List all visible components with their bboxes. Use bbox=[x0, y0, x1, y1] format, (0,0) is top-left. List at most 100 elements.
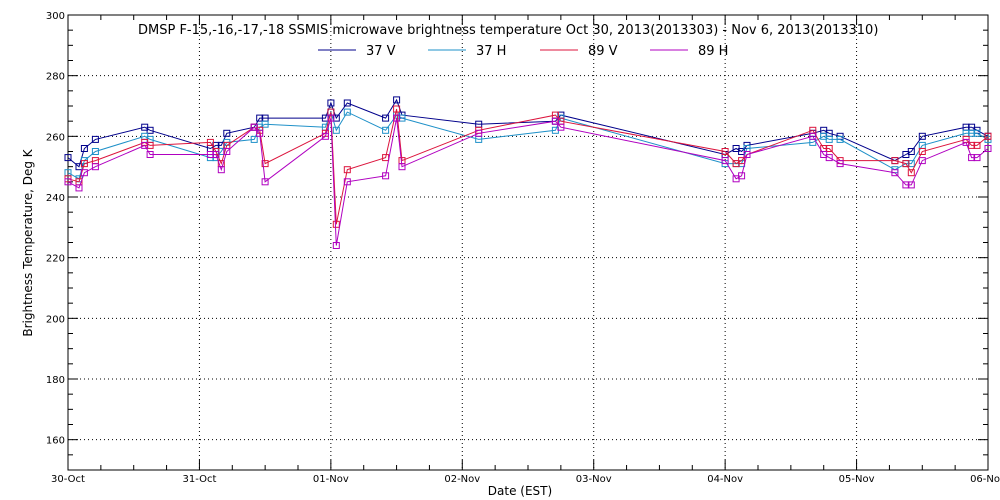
data-point bbox=[907, 160, 915, 168]
data-point bbox=[918, 157, 926, 165]
data-point bbox=[836, 160, 844, 168]
legend-entry: 89 V bbox=[588, 44, 618, 59]
y-axis-label: Brightness Temperature, Deg K bbox=[21, 148, 35, 336]
legend-entry: 37 V bbox=[366, 44, 396, 59]
data-point bbox=[721, 148, 729, 155]
axes: 160 180 200 220 240 260 280 300 30-Oct 31-Oct 01-N… bbox=[46, 11, 1000, 485]
data-point bbox=[80, 145, 88, 152]
data-point bbox=[327, 114, 335, 122]
y-tick-label: 300 bbox=[46, 11, 65, 22]
data-point bbox=[332, 114, 340, 122]
data-point bbox=[398, 163, 406, 171]
data-point bbox=[343, 99, 351, 107]
data-point bbox=[343, 166, 351, 174]
legend: 37 V 37 H 89 V 89 H bbox=[318, 44, 728, 59]
data-point bbox=[343, 108, 351, 116]
x-tick-label: 04-Nov bbox=[707, 474, 743, 485]
data-point bbox=[836, 135, 844, 143]
data-point bbox=[146, 126, 154, 134]
y-tick-label: 220 bbox=[46, 254, 65, 265]
data-point bbox=[902, 160, 910, 168]
y-tick-label: 160 bbox=[46, 436, 65, 447]
data-point bbox=[250, 135, 258, 143]
data-point bbox=[332, 242, 340, 249]
x-axis-label: Date (EST) bbox=[488, 484, 552, 498]
data-point bbox=[332, 220, 340, 228]
data-point bbox=[393, 96, 401, 104]
data-point bbox=[146, 141, 154, 149]
x-tick-label: 02-Nov bbox=[444, 474, 480, 485]
data-point bbox=[891, 169, 899, 177]
data-point bbox=[223, 129, 231, 137]
data-point bbox=[918, 148, 926, 155]
data-point bbox=[64, 178, 72, 186]
data-point bbox=[825, 154, 833, 162]
series bbox=[64, 96, 992, 249]
data-point bbox=[80, 160, 88, 168]
data-point bbox=[141, 141, 149, 149]
y-tick-label: 280 bbox=[46, 72, 65, 83]
chart-title: DMSP F-15,-16,-17,-18 SSMIS microwave br… bbox=[138, 23, 878, 38]
data-point bbox=[382, 172, 390, 180]
data-point bbox=[902, 181, 910, 189]
data-point bbox=[984, 132, 992, 140]
legend-entry: 37 H bbox=[476, 44, 506, 59]
data-point bbox=[206, 138, 214, 146]
x-tick-label: 06-Nov bbox=[970, 474, 1000, 485]
data-point bbox=[557, 123, 565, 131]
data-point bbox=[738, 172, 746, 180]
data-point bbox=[91, 135, 99, 143]
data-point bbox=[212, 151, 220, 158]
data-point bbox=[64, 154, 72, 162]
data-point bbox=[393, 114, 401, 122]
x-tick-label: 03-Nov bbox=[576, 474, 612, 485]
data-point bbox=[551, 117, 559, 125]
data-point bbox=[80, 169, 88, 177]
data-point bbox=[217, 166, 225, 174]
data-point bbox=[968, 129, 976, 137]
data-point bbox=[891, 157, 899, 165]
data-point bbox=[393, 105, 401, 113]
data-point bbox=[825, 135, 833, 143]
data-point bbox=[261, 178, 269, 186]
data-point bbox=[907, 169, 915, 177]
data-point bbox=[382, 114, 390, 122]
data-point bbox=[809, 132, 817, 140]
y-tick-label: 200 bbox=[46, 314, 65, 325]
data-point bbox=[75, 184, 83, 192]
data-point bbox=[825, 145, 833, 152]
data-point bbox=[321, 132, 329, 140]
data-point bbox=[973, 129, 981, 137]
data-point bbox=[250, 123, 258, 131]
data-point bbox=[261, 160, 269, 168]
data-point bbox=[984, 145, 992, 152]
data-point bbox=[398, 114, 406, 122]
data-point bbox=[91, 163, 99, 171]
data-point bbox=[738, 157, 746, 165]
data-point bbox=[918, 132, 926, 140]
data-point bbox=[973, 154, 981, 162]
data-point bbox=[256, 114, 264, 122]
data-point bbox=[332, 126, 340, 134]
data-point bbox=[343, 178, 351, 186]
y-tick-label: 260 bbox=[46, 132, 65, 143]
series-line bbox=[67, 117, 989, 246]
data-point bbox=[91, 148, 99, 155]
data-point bbox=[907, 181, 915, 189]
x-tick-label: 30-Oct bbox=[51, 474, 85, 485]
data-point bbox=[475, 129, 483, 137]
data-point bbox=[721, 157, 729, 165]
y-tick-label: 240 bbox=[46, 193, 65, 204]
grid bbox=[68, 15, 988, 470]
series-89-h bbox=[64, 114, 992, 249]
data-point bbox=[907, 148, 915, 155]
x-tick-label: 01-Nov bbox=[313, 474, 349, 485]
x-tick-label: 05-Nov bbox=[839, 474, 875, 485]
data-point bbox=[973, 141, 981, 149]
data-point bbox=[223, 148, 231, 155]
data-point bbox=[968, 154, 976, 162]
data-point bbox=[146, 151, 154, 158]
data-point bbox=[256, 129, 264, 137]
